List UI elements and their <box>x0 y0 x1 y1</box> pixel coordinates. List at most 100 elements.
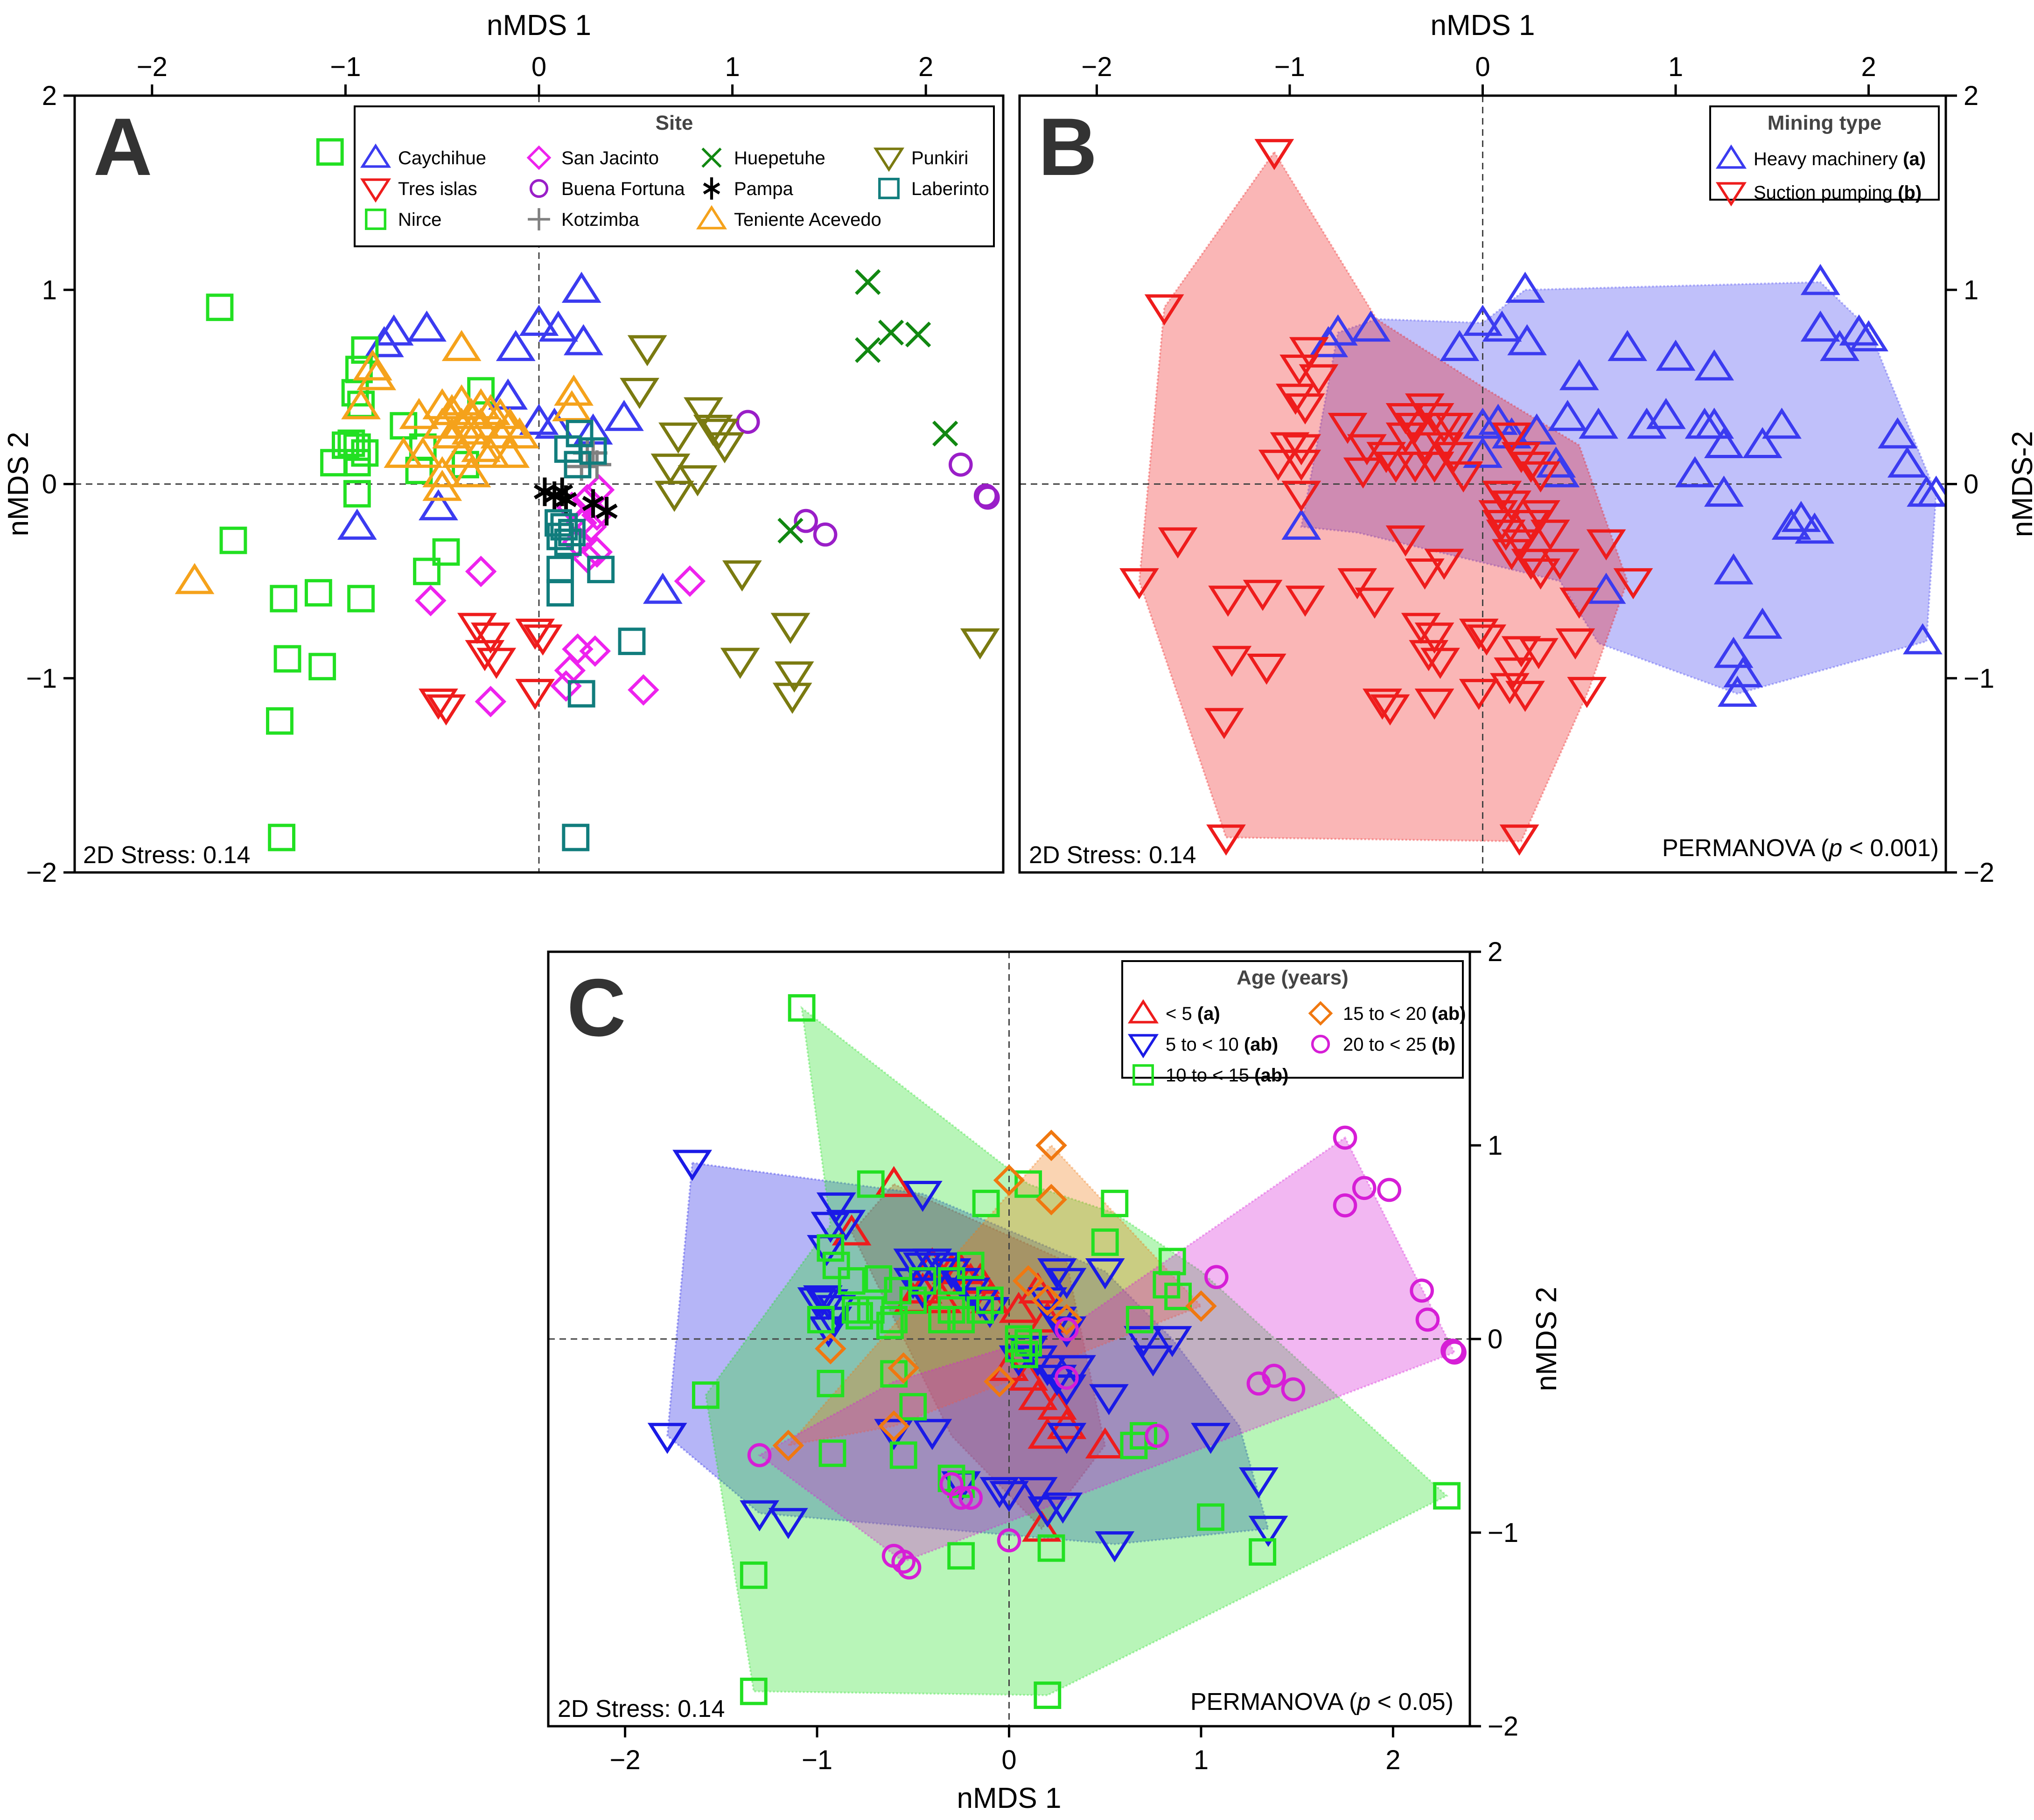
panel-b: −2 −1 0 1 2 −2 −1 0 1 2 nMDS 1 nMDS-2 B 2D Stress: 0.… <box>1018 9 2034 888</box>
permanova-suffix: < 0.05) <box>1370 1688 1454 1715</box>
legend-icon <box>529 179 549 198</box>
data-point <box>1555 628 1595 660</box>
data-point <box>1467 624 1507 656</box>
data-point <box>1424 432 1464 464</box>
data-point <box>1333 1193 1357 1218</box>
data-point <box>794 509 818 533</box>
legend: Site Caychihue Tres islas Nirce San Jacinto B… <box>354 105 995 247</box>
data-point <box>620 377 659 409</box>
legend-icon <box>1308 1001 1333 1026</box>
data-point <box>1254 139 1294 170</box>
data-point <box>973 483 998 508</box>
legend-label-name: < 5 <box>1166 1004 1192 1024</box>
legend-label: Teniente Acevedo <box>734 209 881 230</box>
data-point <box>1540 549 1580 580</box>
data-point <box>747 1443 772 1467</box>
data-point <box>426 694 466 726</box>
data-point <box>1507 324 1547 356</box>
data-point <box>857 1170 885 1198</box>
data-point <box>480 417 520 449</box>
data-point <box>595 497 618 526</box>
data-point <box>384 437 424 468</box>
data-point <box>1091 1228 1119 1256</box>
y-tick-label: 0 <box>1964 469 1978 500</box>
legend-marker <box>526 145 552 170</box>
series-huepetuhe <box>777 269 958 544</box>
legend-icon <box>365 209 386 230</box>
legend-label-name: Kotzimba <box>561 209 639 230</box>
legend-label: Laberinto <box>911 179 989 199</box>
data-point <box>308 653 336 681</box>
data-point <box>1501 529 1541 561</box>
data-point <box>1385 422 1426 454</box>
data-point <box>937 1267 965 1295</box>
panel-letter: A <box>93 102 152 193</box>
data-point <box>1511 452 1551 483</box>
data-point <box>266 707 294 735</box>
hull-heavy-machinery <box>1300 281 1937 695</box>
x-tick-label: −2 <box>610 1745 641 1775</box>
data-point <box>937 1296 965 1324</box>
data-point <box>1289 337 1329 369</box>
data-point <box>1281 481 1321 512</box>
y-axis-label: nMDS-2 <box>2006 431 2034 537</box>
data-point <box>1704 427 1744 459</box>
legend-label-group: (a) <box>1898 149 1926 169</box>
data-point <box>1395 452 1435 483</box>
data-point <box>889 1441 917 1469</box>
data-point <box>1212 646 1252 677</box>
data-point <box>1505 272 1545 303</box>
data-point <box>1204 708 1244 739</box>
data-point <box>1530 519 1570 551</box>
data-point <box>519 305 559 336</box>
data-point <box>865 1265 893 1293</box>
data-point <box>740 1500 779 1532</box>
data-point <box>546 523 574 551</box>
permanova-label: PERMANOVA (p < 0.05) <box>1190 1688 1454 1715</box>
data-point <box>465 640 505 671</box>
data-point <box>1355 587 1395 619</box>
permanova-p: p <box>1828 835 1842 862</box>
data-point <box>1656 340 1696 371</box>
panel-letter: C <box>567 962 626 1053</box>
data-point <box>461 388 501 419</box>
y-tick-label: −1 <box>1964 663 1994 694</box>
data-point <box>490 437 530 468</box>
data-point <box>768 1508 808 1540</box>
x-axis-label: nMDS 1 <box>957 1782 1062 1814</box>
data-point <box>1405 432 1445 464</box>
data-point <box>958 1485 983 1510</box>
data-point <box>1239 1467 1279 1499</box>
data-point <box>832 1214 872 1246</box>
data-point <box>1366 442 1406 473</box>
data-point <box>1771 509 1811 540</box>
series-teniente-acevedo <box>175 330 594 594</box>
data-point <box>562 823 590 851</box>
series-heavy-machinery <box>1281 264 1946 707</box>
legend-marker <box>1311 1034 1330 1054</box>
data-point <box>1762 407 1802 439</box>
data-point <box>788 994 816 1022</box>
legend-label: 15 to < 20 (ab) <box>1343 1004 1466 1024</box>
data-point <box>1781 501 1821 532</box>
legend-label-name: Laberinto <box>911 179 989 199</box>
legend-title: Mining type <box>1768 112 1881 134</box>
data-point <box>740 1561 768 1589</box>
legend-label: Caychihue <box>398 148 486 168</box>
legend-icon <box>1715 144 1747 169</box>
data-point <box>488 378 528 410</box>
x-tick-label: 2 <box>1385 1745 1400 1775</box>
data-point <box>461 407 501 439</box>
legend-icon <box>873 147 905 172</box>
data-point <box>678 465 718 496</box>
data-point <box>984 1366 1015 1398</box>
data-point <box>1197 1503 1224 1531</box>
data-point <box>797 1287 837 1318</box>
series-laberinto <box>545 419 646 851</box>
data-point <box>809 1289 849 1321</box>
legend-marker <box>1127 999 1159 1024</box>
data-point <box>1434 412 1474 444</box>
data-point <box>1410 1278 1434 1303</box>
legend-marker <box>1715 182 1747 207</box>
